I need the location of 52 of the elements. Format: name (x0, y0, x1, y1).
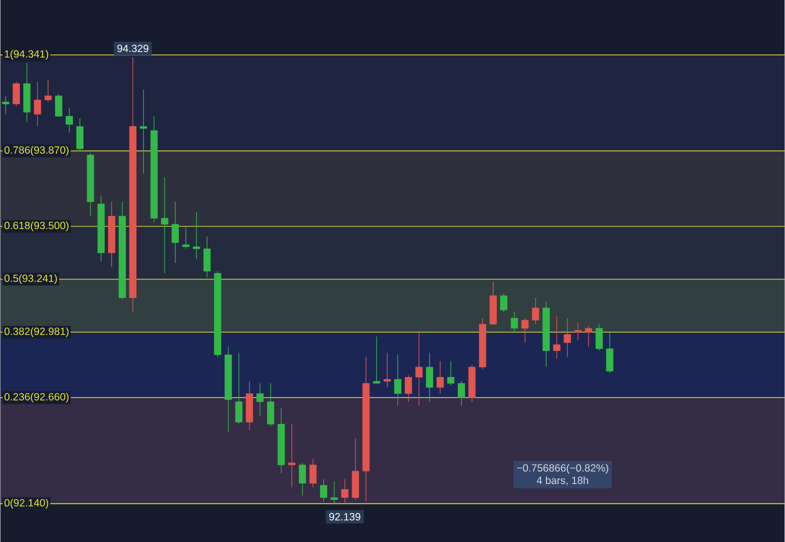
ref-line-label: 1(94.341) (4, 50, 48, 60)
candlestick (394, 354, 402, 406)
candlestick (2, 95, 10, 114)
candlestick (161, 176, 168, 274)
candlestick (500, 293, 508, 312)
candlestick (192, 212, 200, 260)
candlestick (288, 424, 296, 488)
ref-line-label: 0.5(93.241) (4, 274, 57, 284)
candlestick (12, 80, 20, 106)
candlestick (172, 201, 179, 264)
candlestick (415, 332, 423, 406)
ref-line-label: 0.786(93.870) (4, 146, 68, 156)
candlestick (532, 297, 540, 324)
candlestick (436, 360, 444, 394)
candlestick (55, 93, 62, 116)
candlestick (584, 326, 592, 347)
candlestick (44, 78, 52, 102)
candlestick (140, 89, 148, 174)
candlestick (404, 374, 412, 402)
candlestick (182, 226, 190, 249)
candlestick (384, 352, 391, 388)
candlestick (574, 322, 582, 341)
candlestick (426, 352, 434, 402)
candlestick (256, 382, 264, 416)
candlestick (309, 458, 317, 488)
candlestick (458, 380, 465, 406)
candlestick (510, 311, 518, 333)
candlestick (447, 360, 454, 386)
candlestick (298, 462, 306, 496)
candlestick (373, 336, 380, 384)
candlestick (521, 318, 529, 343)
ref-line-label: 0(92.140) (4, 498, 48, 508)
annotation: −0.756866(−0.82%) (516, 464, 608, 474)
ref-line-label: 0.618(93.500) (4, 221, 68, 232)
annotation: 94.329 (117, 44, 148, 52)
candlestick (596, 324, 603, 351)
candlestick (330, 480, 338, 504)
candlestick (564, 318, 571, 357)
candlestick (66, 108, 73, 133)
annotation: 4 bars, 18h (536, 476, 588, 486)
ref-line-label: 0.236(92.660) (4, 392, 68, 402)
candlestick (341, 478, 348, 504)
candlestick (267, 382, 274, 426)
candlestick (553, 316, 560, 360)
candlestick (320, 478, 328, 502)
candlestick (34, 80, 42, 127)
candlestick (203, 236, 211, 278)
annotation: 92.139 (329, 512, 360, 520)
ref-line-label: 0.382(92.981) (4, 327, 68, 337)
candlestick (235, 352, 242, 424)
candlestick (76, 118, 84, 152)
candlestick (606, 332, 614, 374)
